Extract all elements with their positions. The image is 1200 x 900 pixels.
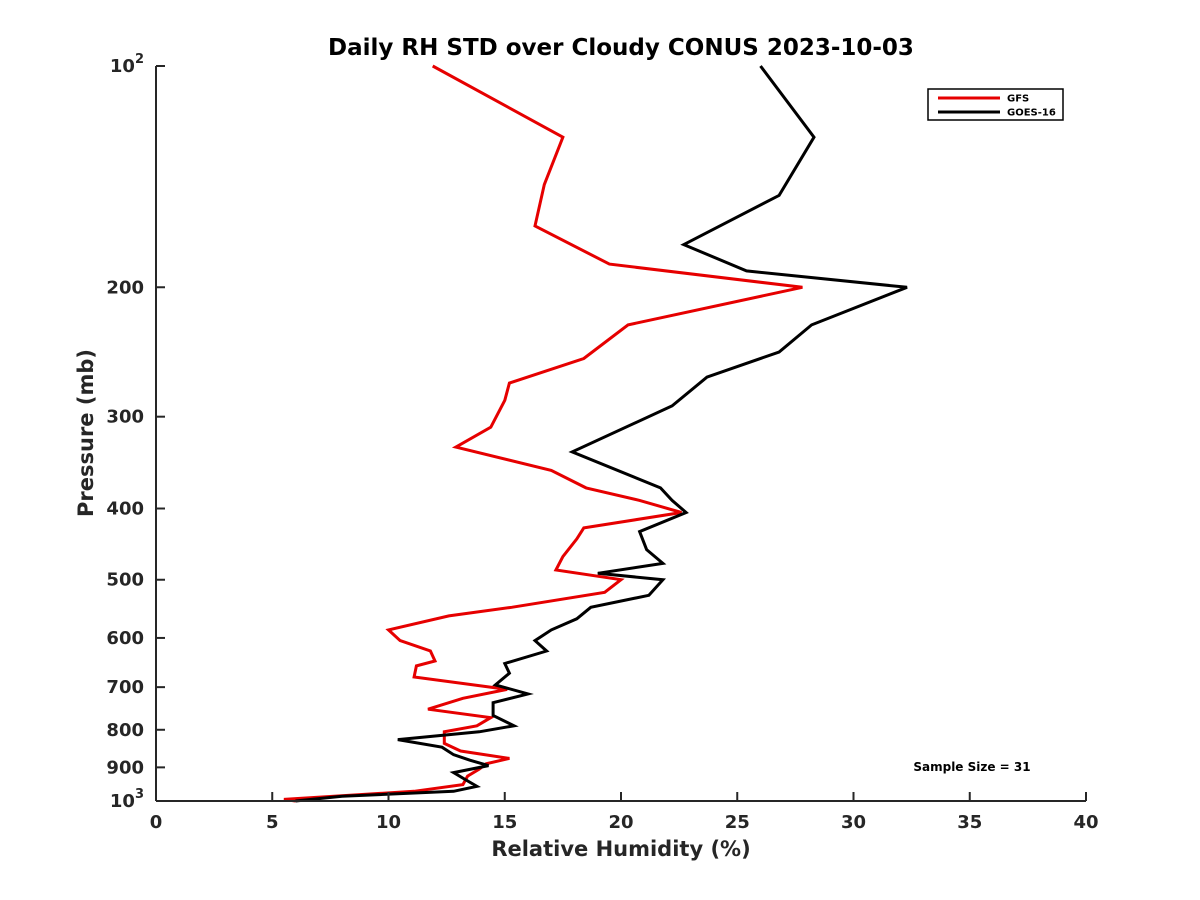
chart-title: Daily RH STD over Cloudy CONUS 2023-10-0… <box>328 35 914 61</box>
x-axis-label: Relative Humidity (%) <box>491 837 750 861</box>
x-tick-label: 40 <box>1073 812 1098 833</box>
y-tick-label: 102 <box>110 52 144 77</box>
x-tick-label: 5 <box>266 812 279 833</box>
y-tick-label: 500 <box>106 570 144 591</box>
sample-size-annotation: Sample Size = 31 <box>913 760 1030 774</box>
axes-layer <box>155 66 1086 802</box>
x-tick-label: 30 <box>841 812 866 833</box>
legend: GFS GOES-16 <box>927 88 1064 121</box>
series-line-0 <box>283 64 803 803</box>
legend-label-0: GFS <box>1007 94 1029 105</box>
x-tick-label: 25 <box>725 812 750 833</box>
y-tick-label: 700 <box>106 677 144 698</box>
legend-label-1: GOES-16 <box>1007 108 1056 119</box>
x-tick-label: 35 <box>957 812 982 833</box>
x-tick-label: 20 <box>608 812 633 833</box>
y-tick-label: 900 <box>106 757 144 778</box>
y-axis-label: Pressure (mb) <box>74 349 98 517</box>
series-layer <box>283 64 908 803</box>
y-tick-label: 103 <box>110 787 144 812</box>
y-tick-label: 400 <box>106 499 144 520</box>
x-tick-label: 15 <box>492 812 517 833</box>
y-tick-label: 300 <box>106 407 144 428</box>
y-tick-label: 200 <box>106 277 144 298</box>
x-ticks: 0 5 10 15 20 25 30 35 40 <box>150 792 1099 833</box>
y-tick-label: 800 <box>106 720 144 741</box>
x-tick-label: 10 <box>376 812 401 833</box>
series-line-1 <box>295 65 908 803</box>
legend-box <box>927 88 1064 121</box>
y-tick-label: 600 <box>106 628 144 649</box>
x-tick-label: 0 <box>150 812 163 833</box>
y-ticks: 102 200 300 400 500 600 700 800 900 103 <box>106 52 165 812</box>
